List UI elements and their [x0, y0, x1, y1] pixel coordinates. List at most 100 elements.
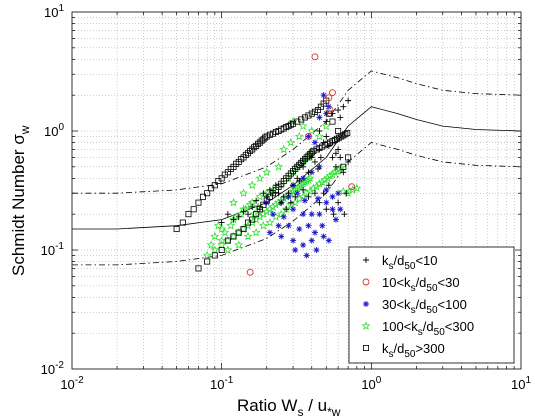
data-point-series-4 — [279, 144, 289, 154]
data-point-series-4 — [241, 204, 251, 214]
legend-marker-series-4 — [361, 321, 371, 330]
data-point-series-5 — [199, 193, 206, 200]
data-point-series-5 — [211, 252, 218, 259]
data-point-series-3 — [316, 163, 323, 170]
data-point-series-1 — [345, 158, 352, 165]
data-point-series-4 — [206, 240, 216, 249]
data-point-series-3 — [329, 193, 336, 200]
data-point-series-1 — [320, 190, 327, 197]
data-point-series-3 — [263, 199, 270, 206]
data-point-series-4 — [255, 173, 265, 183]
data-point-series-1 — [285, 190, 292, 197]
data-point-series-5 — [305, 112, 312, 119]
legend: ks/d50<10 10<ks/d50<30 30<ks/d50<100 100… — [348, 246, 515, 364]
data-point-series-3 — [316, 114, 323, 121]
plot-frame — [71, 11, 522, 370]
data-point-series-4 — [255, 212, 265, 221]
data-point-series-5 — [292, 165, 299, 172]
model-curve-dashdot — [72, 70, 522, 194]
data-point-series-5 — [195, 265, 202, 272]
y-axis-label: Schmidt Number σw — [9, 125, 32, 276]
data-point-series-4 — [315, 131, 324, 141]
data-point-series-4 — [226, 221, 236, 230]
data-point-series-3 — [296, 226, 303, 233]
data-point-series-4 — [265, 204, 275, 214]
data-point-series-5 — [256, 139, 263, 146]
data-point-series-4 — [286, 137, 296, 147]
data-point-series-1 — [300, 186, 307, 193]
data-point-series-5 — [263, 133, 270, 140]
data-point-series-5 — [266, 131, 273, 138]
data-point-series-4 — [210, 245, 220, 254]
legend-box — [348, 246, 515, 364]
data-point-series-1 — [323, 118, 330, 125]
data-point-series-5 — [300, 157, 307, 164]
data-point-series-1 — [290, 182, 297, 189]
data-point-series-3 — [323, 186, 330, 193]
data-point-series-2 — [311, 53, 319, 61]
data-point-series-4 — [265, 217, 275, 227]
x-tick-label: 10-1 — [210, 375, 234, 392]
data-point-series-5 — [311, 108, 318, 115]
data-point-series-3 — [275, 222, 282, 229]
data-point-series-4 — [274, 162, 283, 171]
data-point-series-1 — [260, 190, 267, 197]
data-point-series-5 — [308, 110, 315, 117]
data-point-series-5 — [255, 140, 262, 147]
data-point-series-1 — [323, 206, 330, 213]
legend-label-series-5: ks/d50>300 — [382, 341, 445, 360]
legend-marker-series-1 — [363, 257, 369, 263]
data-point-series-4 — [262, 207, 272, 216]
data-point-series-1 — [266, 186, 273, 193]
data-point-series-1 — [249, 203, 256, 210]
data-point-series-5 — [329, 118, 336, 125]
data-point-series-1 — [316, 128, 323, 134]
data-point-series-4 — [294, 131, 304, 141]
data-point-series-1 — [332, 163, 339, 170]
data-point-series-1 — [300, 163, 307, 170]
data-point-series-5 — [208, 185, 215, 192]
data-point-series-3 — [294, 190, 301, 197]
legend-label-series-1: ks/d50<10 — [382, 253, 438, 272]
data-point-series-3 — [305, 222, 312, 229]
data-point-series-1 — [314, 165, 321, 172]
data-point-series-1 — [240, 208, 247, 215]
data-point-series-1 — [330, 211, 337, 218]
data-point-series-5 — [204, 190, 211, 197]
data-point-series-1 — [256, 206, 263, 213]
data-point-series-5 — [179, 219, 186, 226]
legend-marker-series-5 — [362, 344, 369, 351]
data-point-series-5 — [240, 226, 247, 233]
data-points — [173, 53, 362, 276]
legend-markers — [361, 257, 371, 351]
tick-labels: 10-2 10-1 100 101 10-2 10-1 100 101 — [41, 3, 532, 392]
data-point-series-4 — [305, 173, 315, 183]
x-tick-label: 101 — [511, 375, 531, 392]
data-point-series-1 — [329, 139, 336, 146]
data-point-series-3 — [290, 237, 297, 244]
data-point-series-5 — [235, 229, 242, 236]
data-point-series-5 — [298, 159, 305, 166]
data-point-series-1 — [323, 133, 330, 140]
data-point-series-4 — [251, 214, 261, 224]
data-point-series-1 — [340, 169, 347, 176]
data-point-series-4 — [315, 179, 324, 188]
data-point-series-1 — [224, 211, 231, 218]
data-point-series-4 — [258, 221, 268, 230]
data-point-series-1 — [275, 190, 282, 197]
x-tick-label: 100 — [361, 375, 381, 392]
data-point-series-2 — [329, 89, 336, 97]
data-point-series-1 — [316, 146, 323, 153]
data-point-series-5 — [253, 142, 260, 149]
data-point-series-3 — [316, 211, 323, 218]
axis-ticks — [72, 12, 521, 369]
data-point-series-4 — [271, 200, 281, 209]
data-point-series-3 — [300, 242, 307, 249]
data-point-series-4 — [352, 183, 362, 193]
data-point-series-5 — [290, 120, 297, 127]
data-point-series-3 — [313, 247, 320, 253]
data-point-series-3 — [329, 206, 336, 213]
data-point-series-4 — [229, 198, 238, 207]
data-point-series-1 — [337, 154, 344, 161]
legend-label-series-3: 30<ks/d50<100 — [382, 297, 467, 316]
